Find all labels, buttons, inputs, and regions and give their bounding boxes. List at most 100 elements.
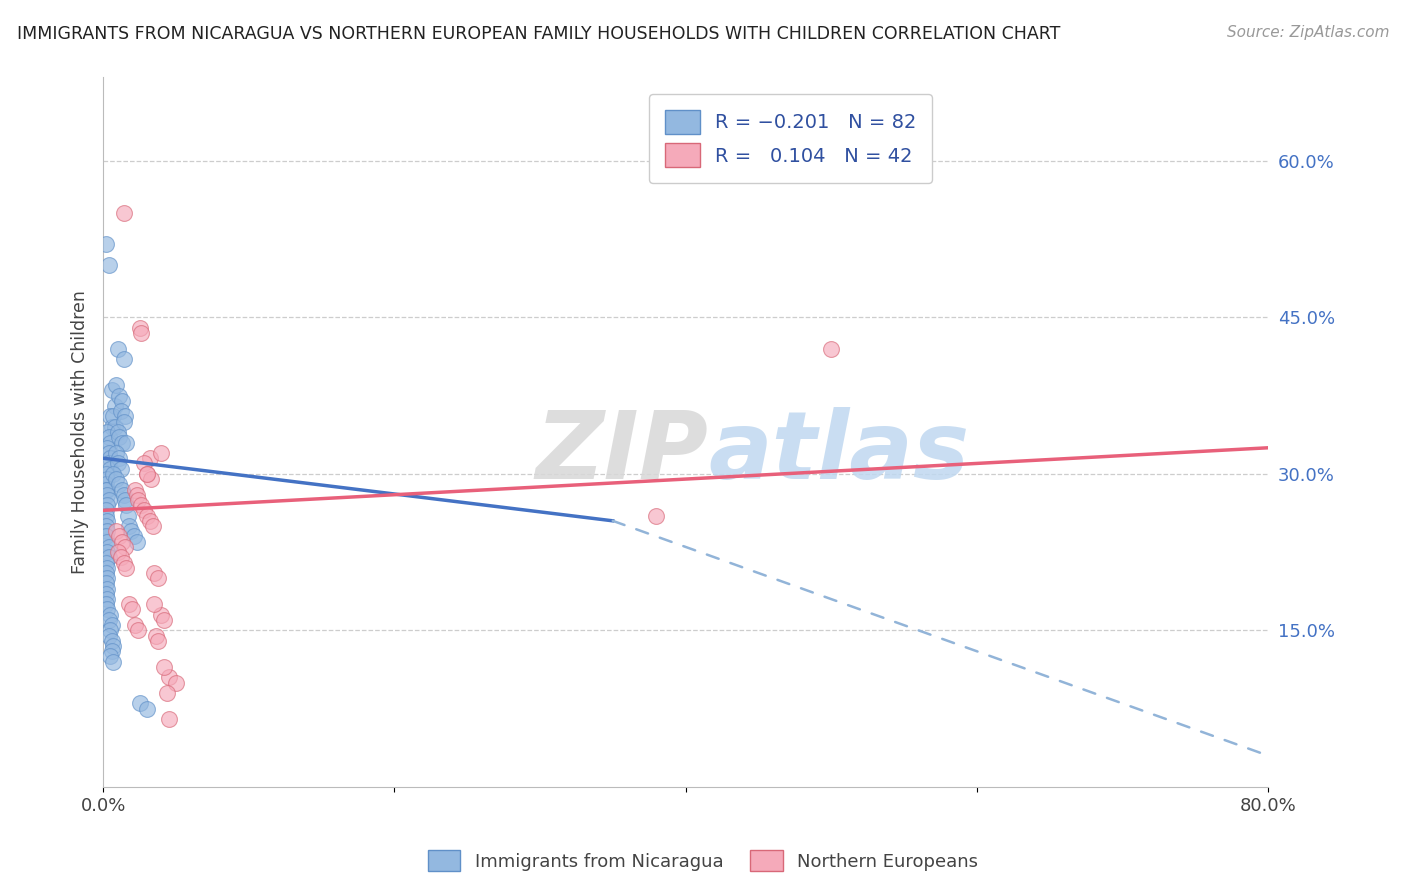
Point bbox=[148, 633, 170, 648]
Point bbox=[96, 602, 118, 616]
Point bbox=[135, 508, 157, 523]
Point bbox=[120, 524, 142, 539]
Point bbox=[96, 524, 118, 539]
Point bbox=[96, 582, 118, 596]
Point bbox=[114, 492, 136, 507]
Point bbox=[114, 409, 136, 424]
Point bbox=[820, 342, 842, 356]
Point bbox=[94, 529, 117, 543]
Point bbox=[135, 467, 157, 481]
Point bbox=[96, 498, 118, 512]
Point bbox=[165, 675, 187, 690]
Point bbox=[645, 508, 668, 523]
Point bbox=[107, 457, 129, 471]
Point bbox=[108, 451, 131, 466]
Point bbox=[94, 467, 117, 481]
Point bbox=[94, 556, 117, 570]
Point bbox=[153, 660, 176, 674]
Point bbox=[112, 556, 135, 570]
Point bbox=[96, 425, 118, 439]
Point bbox=[105, 446, 128, 460]
Point bbox=[111, 534, 134, 549]
Point bbox=[125, 488, 148, 502]
Legend: Immigrants from Nicaragua, Northern Europeans: Immigrants from Nicaragua, Northern Euro… bbox=[420, 843, 986, 879]
Point bbox=[157, 712, 180, 726]
Point bbox=[112, 415, 135, 429]
Point bbox=[96, 534, 118, 549]
Point bbox=[107, 545, 129, 559]
Point bbox=[127, 624, 149, 638]
Point bbox=[96, 514, 118, 528]
Point bbox=[115, 435, 138, 450]
Point bbox=[101, 633, 124, 648]
Point bbox=[143, 597, 166, 611]
Point bbox=[105, 472, 128, 486]
Point bbox=[132, 457, 155, 471]
Point bbox=[115, 561, 138, 575]
Point bbox=[135, 701, 157, 715]
Point bbox=[127, 492, 149, 507]
Point bbox=[111, 483, 134, 497]
Point bbox=[105, 378, 128, 392]
Point bbox=[138, 514, 160, 528]
Point bbox=[115, 498, 138, 512]
Point bbox=[138, 451, 160, 466]
Point bbox=[96, 488, 118, 502]
Point bbox=[112, 206, 135, 220]
Text: IMMIGRANTS FROM NICARAGUA VS NORTHERN EUROPEAN FAMILY HOUSEHOLDS WITH CHILDREN C: IMMIGRANTS FROM NICARAGUA VS NORTHERN EU… bbox=[17, 25, 1060, 43]
Point bbox=[112, 352, 135, 367]
Point bbox=[96, 592, 118, 607]
Point bbox=[107, 342, 129, 356]
Point bbox=[122, 529, 145, 543]
Point bbox=[105, 524, 128, 539]
Point bbox=[141, 472, 163, 486]
Point bbox=[125, 534, 148, 549]
Point bbox=[97, 258, 120, 272]
Point bbox=[121, 602, 143, 616]
Point bbox=[118, 597, 141, 611]
Point bbox=[108, 477, 131, 491]
Point bbox=[114, 540, 136, 554]
Point bbox=[150, 446, 173, 460]
Point bbox=[96, 545, 118, 559]
Point bbox=[96, 561, 118, 575]
Point bbox=[94, 576, 117, 591]
Legend: R = −0.201   N = 82, R =   0.104   N = 42: R = −0.201 N = 82, R = 0.104 N = 42 bbox=[650, 95, 932, 183]
Point bbox=[118, 519, 141, 533]
Point bbox=[97, 430, 120, 444]
Point bbox=[111, 393, 134, 408]
Point bbox=[94, 519, 117, 533]
Point bbox=[101, 420, 124, 434]
Point bbox=[94, 587, 117, 601]
Point bbox=[94, 566, 117, 580]
Point bbox=[100, 451, 122, 466]
Point bbox=[97, 613, 120, 627]
Point bbox=[94, 508, 117, 523]
Point bbox=[103, 467, 125, 481]
Point bbox=[100, 461, 122, 475]
Point bbox=[129, 498, 152, 512]
Point bbox=[157, 670, 180, 684]
Point bbox=[94, 477, 117, 491]
Point bbox=[143, 566, 166, 580]
Point bbox=[103, 655, 125, 669]
Point bbox=[103, 639, 125, 653]
Point bbox=[97, 446, 120, 460]
Point bbox=[150, 607, 173, 622]
Point bbox=[100, 607, 122, 622]
Point bbox=[94, 237, 117, 252]
Point bbox=[97, 540, 120, 554]
Point bbox=[96, 483, 118, 497]
Point bbox=[97, 457, 120, 471]
Point bbox=[104, 420, 127, 434]
Point bbox=[128, 697, 150, 711]
Point bbox=[100, 435, 122, 450]
Point bbox=[100, 649, 122, 664]
Point bbox=[124, 483, 146, 497]
Point bbox=[135, 467, 157, 481]
Point bbox=[124, 618, 146, 632]
Point bbox=[101, 618, 124, 632]
Point bbox=[101, 644, 124, 658]
Point bbox=[132, 503, 155, 517]
Point bbox=[110, 404, 132, 418]
